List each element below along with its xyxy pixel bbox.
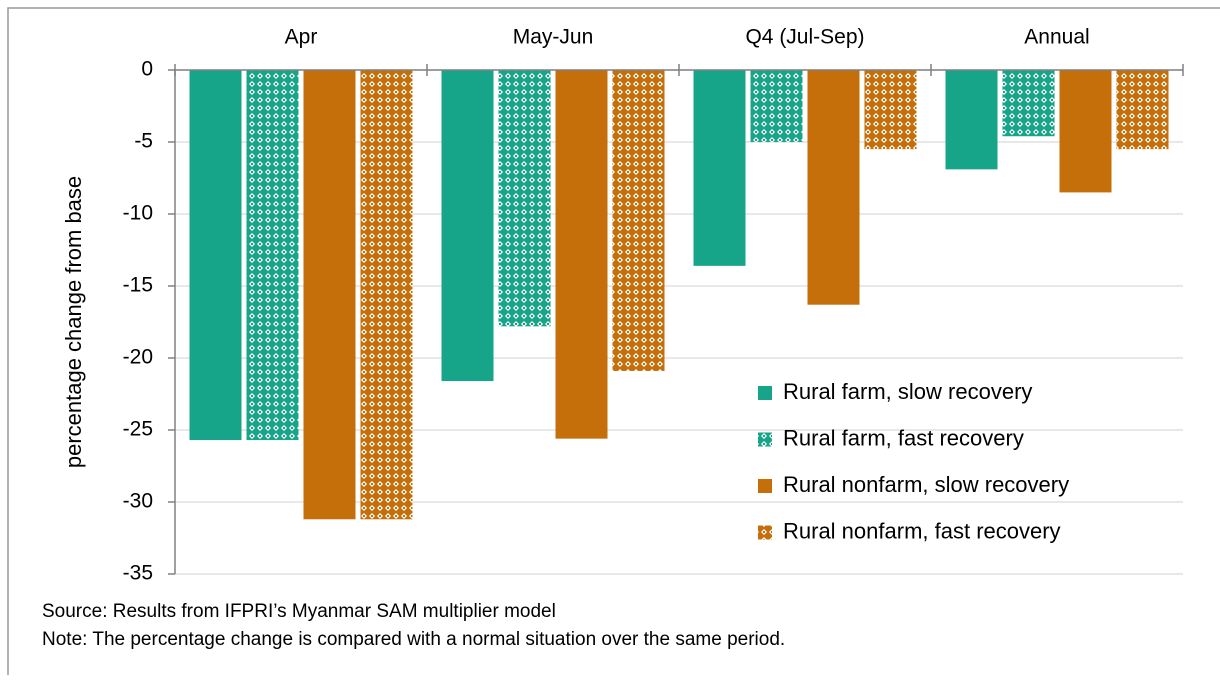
bar (750, 70, 803, 142)
legend-label: Rural nonfarm, fast recovery (783, 518, 1061, 543)
bar (1059, 70, 1112, 193)
legend-label: Rural farm, fast recovery (783, 425, 1024, 450)
x-tick-label: Annual (1024, 26, 1089, 49)
legend-swatch (758, 525, 772, 540)
y-tick-label: -30 (123, 490, 153, 513)
legend-swatch (758, 479, 772, 493)
y-axis-label: percentage change from base (61, 176, 86, 468)
bar (864, 70, 917, 150)
source: Source: Results from IFPRI’s Myanmar SAM… (42, 601, 556, 622)
y-tick-label: -35 (123, 562, 153, 585)
bar (360, 70, 413, 520)
legend-label: Rural farm, slow recovery (783, 379, 1032, 404)
bar (498, 70, 551, 327)
bar (441, 70, 494, 382)
bar (1116, 70, 1169, 150)
y-tick-label: -25 (123, 418, 153, 441)
note: Note: The percentage change is compared … (42, 629, 785, 650)
bar (945, 70, 998, 170)
x-tick-label: Apr (285, 26, 318, 49)
x-tick-label: May-Jun (513, 26, 594, 49)
bar (303, 70, 356, 520)
legend-swatch (758, 432, 772, 447)
bar (807, 70, 860, 305)
bar (246, 70, 299, 441)
bar (693, 70, 746, 266)
y-tick-label: -5 (134, 130, 153, 153)
legend-label: Rural nonfarm, slow recovery (783, 472, 1069, 497)
bar (1002, 70, 1055, 137)
bar (555, 70, 608, 439)
y-tick-label: -10 (123, 202, 153, 225)
legend-swatch (758, 386, 772, 400)
bar (189, 70, 242, 441)
y-tick-label: 0 (141, 58, 153, 81)
y-tick-label: -15 (123, 274, 153, 297)
bar (612, 70, 665, 371)
x-tick-label: Q4 (Jul-Sep) (745, 26, 864, 49)
frame (7, 7, 1220, 680)
y-tick-label: -20 (123, 346, 153, 369)
